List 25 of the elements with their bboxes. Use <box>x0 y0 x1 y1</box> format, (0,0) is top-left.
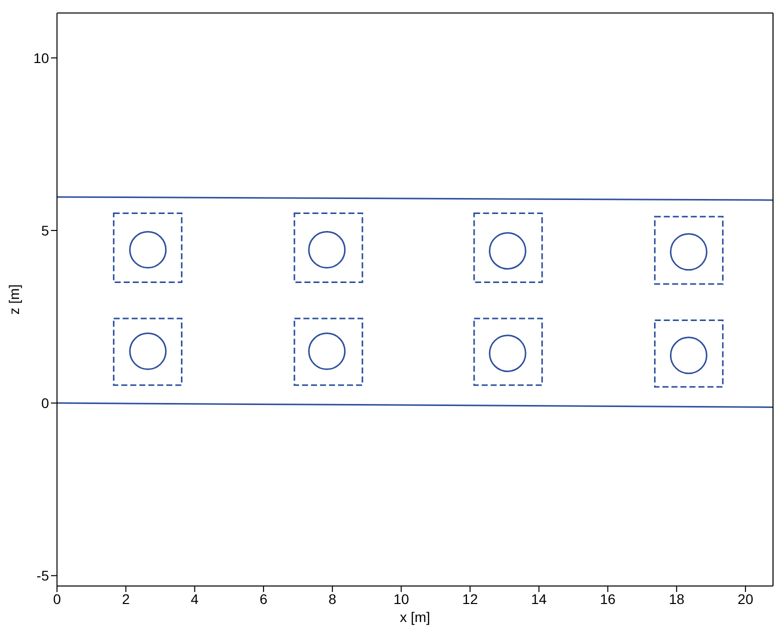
y-tick-label: -5 <box>36 568 50 584</box>
x-tick-label: 18 <box>668 590 685 607</box>
x-tick-label: 2 <box>122 590 130 607</box>
bar <box>112 318 182 386</box>
y-tick-label: 10 <box>33 50 50 66</box>
x-tick-label: 6 <box>260 590 268 607</box>
bar <box>473 212 543 283</box>
x-axis-title: x [m] <box>400 609 430 625</box>
y-axis-title: z [m] <box>6 284 22 315</box>
x-tick-label: 14 <box>531 590 547 607</box>
x-tick-label: 10 <box>393 590 410 607</box>
bar <box>654 216 724 285</box>
y-tick-label: 0 <box>41 395 50 412</box>
bar <box>294 318 364 386</box>
bar <box>654 319 724 388</box>
x-tick-label: 12 <box>462 590 478 607</box>
x-tick-label: 8 <box>328 590 336 607</box>
y-tick-label: 5 <box>41 222 50 238</box>
bar <box>112 212 182 283</box>
x-tick-label: 4 <box>190 590 199 607</box>
bar <box>294 212 364 283</box>
bar <box>473 318 543 386</box>
x-tick-label: 0 <box>53 590 62 607</box>
x-tick-label: 20 <box>738 590 754 607</box>
x-tick-label: 16 <box>600 590 616 607</box>
